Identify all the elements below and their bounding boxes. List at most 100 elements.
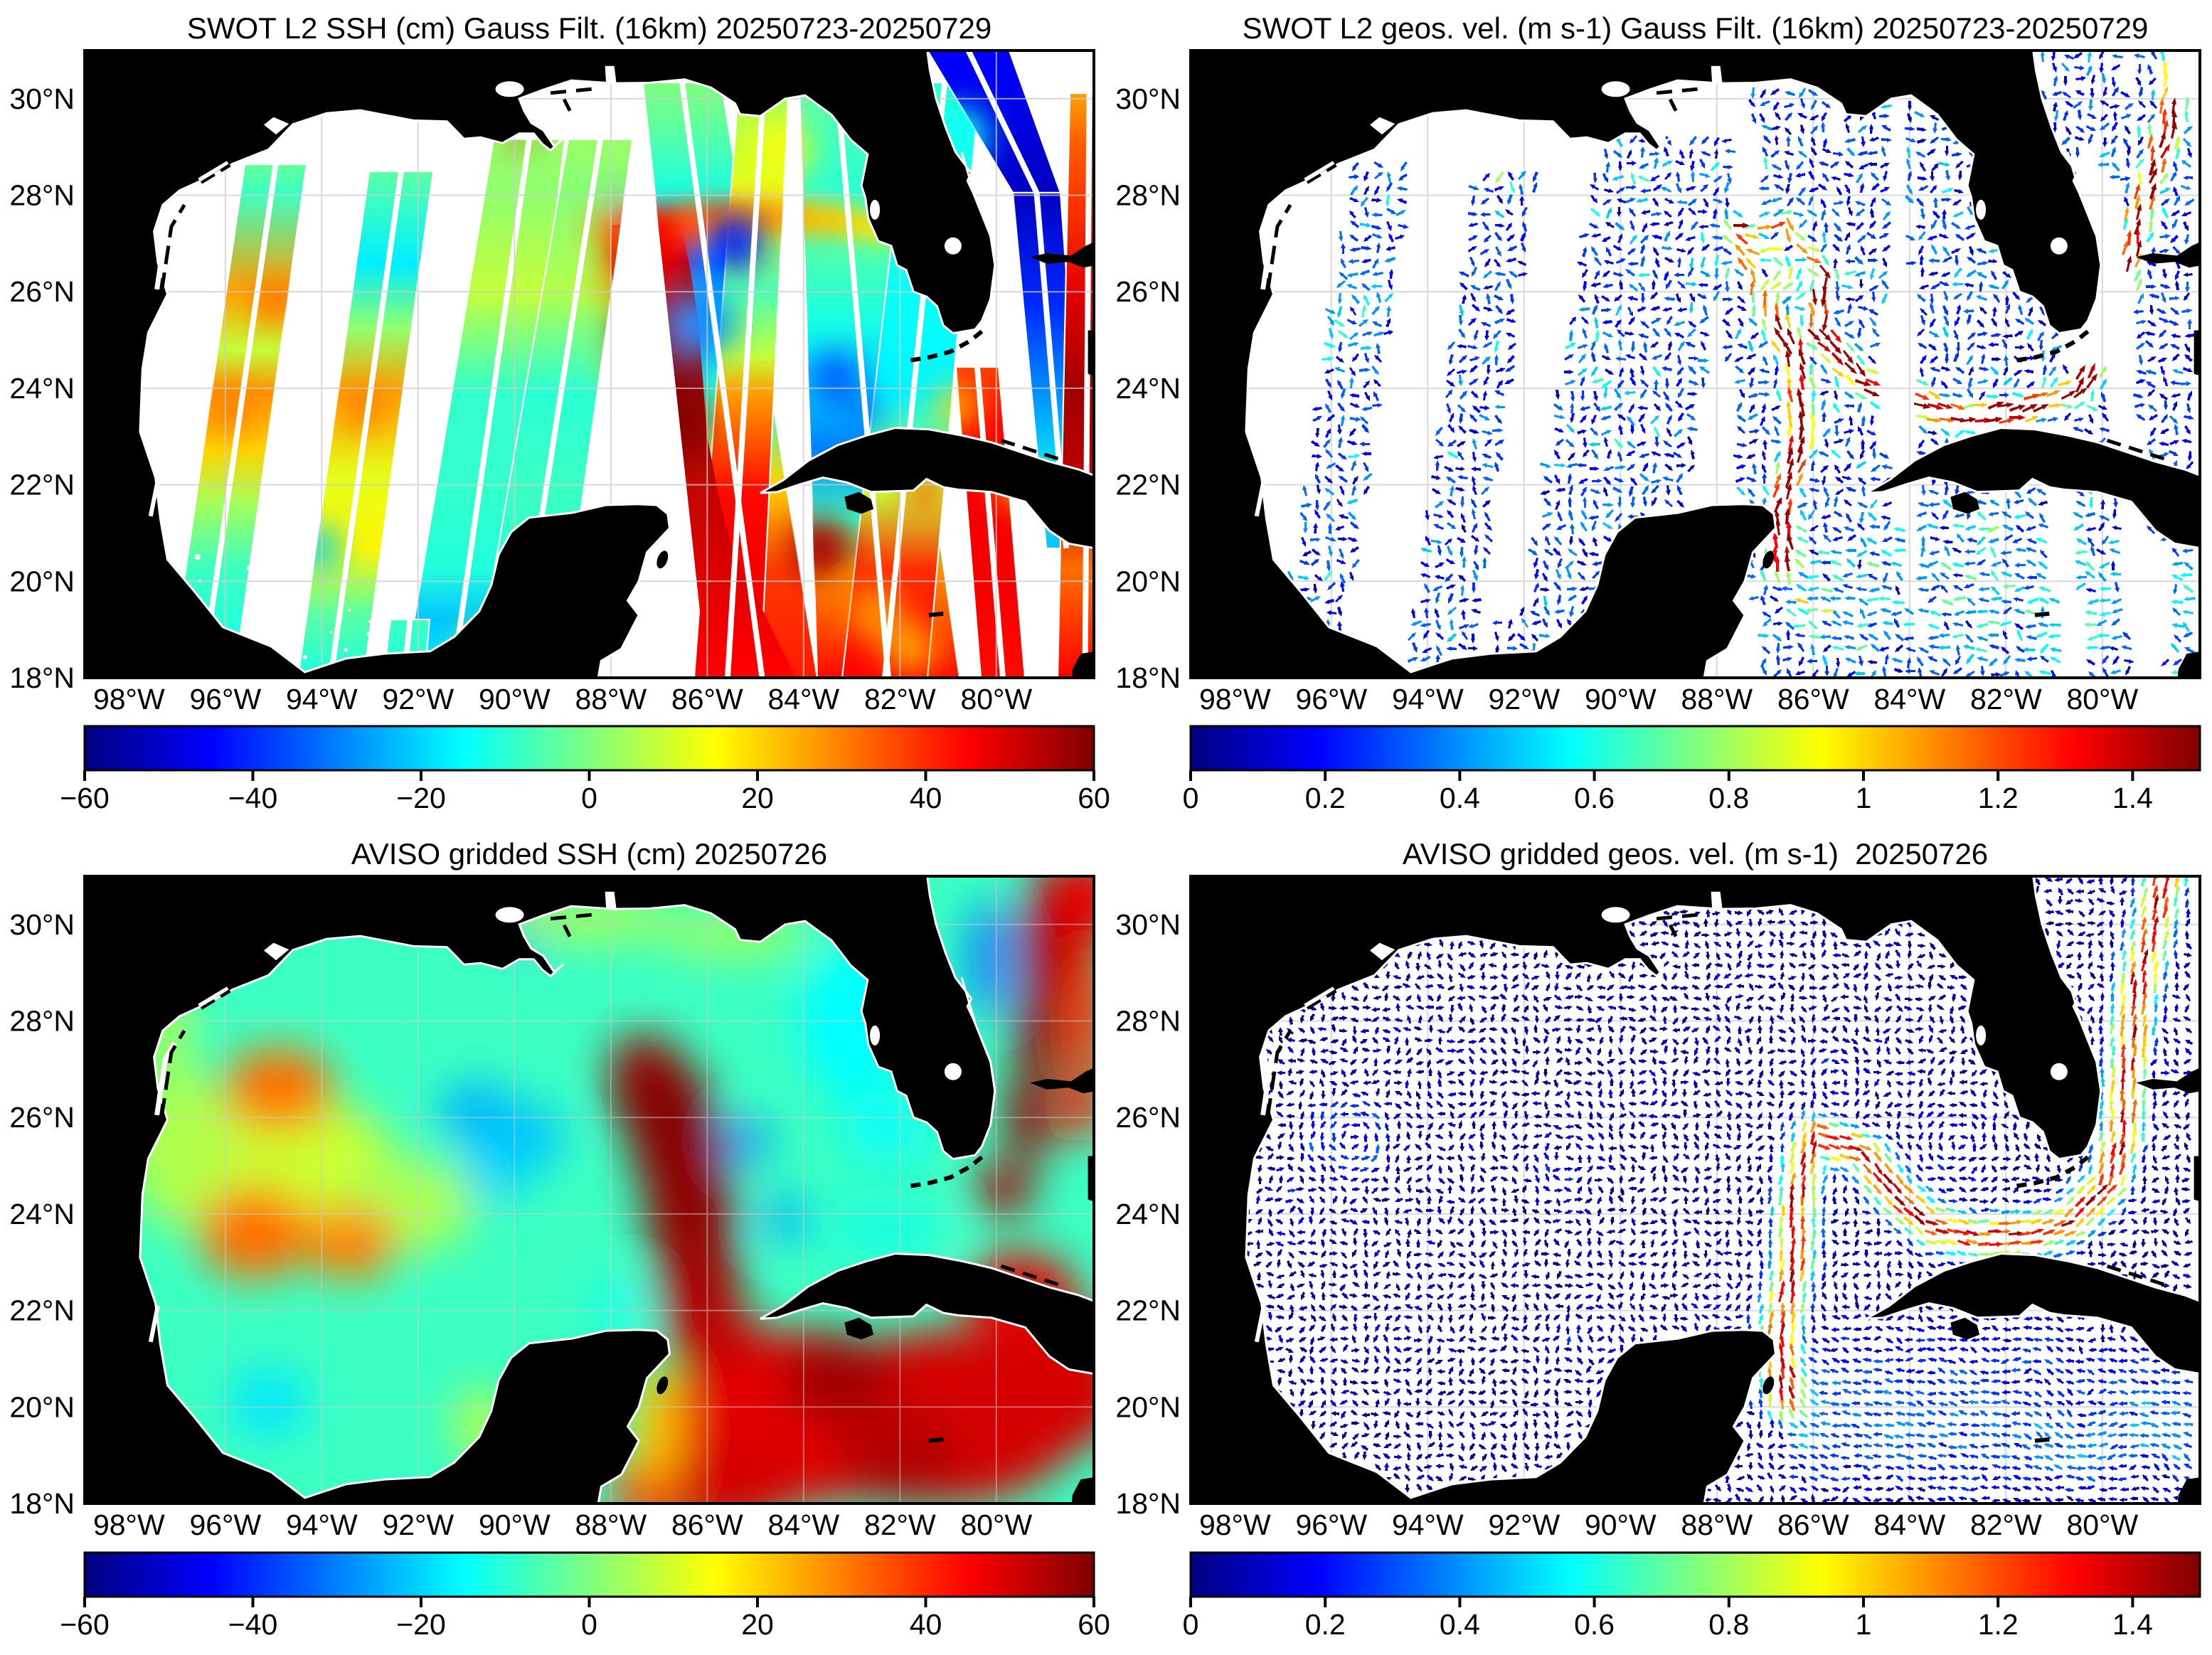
svg-text:96°W: 96°W (1295, 1508, 1367, 1541)
svg-text:98°W: 98°W (1199, 1508, 1271, 1541)
svg-text:0.8: 0.8 (1708, 1608, 1749, 1641)
svg-text:26°N: 26°N (1115, 1101, 1181, 1134)
svg-text:AVISO gridded geos. vel. (m s-: AVISO gridded geos. vel. (m s-1) 2025072… (1403, 837, 1988, 871)
svg-text:28°N: 28°N (9, 1005, 75, 1038)
svg-text:26°N: 26°N (9, 275, 75, 308)
svg-text:84°W: 84°W (767, 683, 839, 715)
svg-text:84°W: 84°W (767, 1508, 839, 1541)
svg-text:0: 0 (1183, 1608, 1199, 1641)
svg-text:24°N: 24°N (1115, 1198, 1181, 1230)
svg-text:90°W: 90°W (479, 1508, 551, 1541)
svg-text:1.2: 1.2 (1978, 1608, 2019, 1641)
svg-text:0.6: 0.6 (1574, 782, 1615, 814)
svg-text:0.2: 0.2 (1305, 782, 1346, 814)
svg-text:30°N: 30°N (1115, 908, 1181, 941)
svg-text:30°N: 30°N (9, 83, 75, 115)
svg-text:80°W: 80°W (960, 1508, 1032, 1541)
svg-text:84°W: 84°W (1873, 683, 1945, 715)
svg-text:96°W: 96°W (189, 683, 261, 715)
svg-text:98°W: 98°W (1199, 683, 1271, 715)
svg-text:80°W: 80°W (960, 683, 1032, 715)
svg-text:98°W: 98°W (93, 1508, 165, 1541)
svg-text:28°N: 28°N (9, 179, 75, 212)
svg-text:82°W: 82°W (864, 1508, 936, 1541)
svg-text:24°N: 24°N (1115, 372, 1181, 405)
svg-text:−40: −40 (228, 1608, 278, 1641)
svg-text:94°W: 94°W (1392, 1508, 1464, 1541)
svg-text:80°W: 80°W (2066, 1508, 2138, 1541)
svg-text:1.4: 1.4 (2112, 782, 2153, 814)
svg-text:AVISO gridded SSH (cm) 2025072: AVISO gridded SSH (cm) 20250726 (351, 837, 827, 871)
svg-text:94°W: 94°W (1392, 683, 1464, 715)
svg-text:92°W: 92°W (1488, 1508, 1560, 1541)
svg-text:24°N: 24°N (9, 372, 75, 405)
svg-text:30°N: 30°N (9, 908, 75, 941)
svg-text:1: 1 (1856, 1608, 1872, 1641)
svg-text:20°N: 20°N (9, 565, 75, 597)
svg-text:30°N: 30°N (1115, 83, 1181, 115)
svg-text:SWOT L2 geos. vel. (m s-1) Gau: SWOT L2 geos. vel. (m s-1) Gauss Filt. (… (1243, 11, 2149, 45)
svg-text:82°W: 82°W (1970, 1508, 2042, 1541)
svg-text:−20: −20 (396, 1608, 446, 1641)
svg-text:0.6: 0.6 (1574, 1608, 1615, 1641)
svg-text:0.2: 0.2 (1305, 1608, 1346, 1641)
svg-text:−20: −20 (396, 782, 446, 814)
svg-text:80°W: 80°W (2066, 683, 2138, 715)
svg-text:88°W: 88°W (575, 683, 647, 715)
svg-text:86°W: 86°W (1777, 683, 1849, 715)
svg-text:18°N: 18°N (1115, 661, 1181, 694)
svg-text:98°W: 98°W (93, 683, 165, 715)
svg-text:20: 20 (741, 1608, 774, 1641)
svg-text:22°N: 22°N (1115, 469, 1181, 501)
svg-text:88°W: 88°W (1681, 683, 1753, 715)
svg-text:90°W: 90°W (479, 683, 551, 715)
svg-text:28°N: 28°N (1115, 179, 1181, 212)
svg-text:40: 40 (910, 782, 942, 814)
svg-text:−60: −60 (60, 1608, 110, 1641)
svg-text:1.2: 1.2 (1978, 782, 2019, 814)
svg-text:92°W: 92°W (382, 683, 454, 715)
svg-text:20°N: 20°N (1115, 1390, 1181, 1423)
svg-text:0: 0 (581, 1608, 597, 1641)
svg-text:24°N: 24°N (9, 1198, 75, 1230)
svg-text:−40: −40 (228, 782, 278, 814)
svg-text:94°W: 94°W (286, 1508, 358, 1541)
svg-text:20°N: 20°N (9, 1390, 75, 1423)
svg-text:26°N: 26°N (9, 1101, 75, 1134)
svg-text:SWOT L2 SSH (cm) Gauss Filt. (: SWOT L2 SSH (cm) Gauss Filt. (16km) 2025… (187, 11, 991, 45)
svg-text:22°N: 22°N (1115, 1294, 1181, 1327)
svg-text:40: 40 (910, 1608, 942, 1641)
svg-text:60: 60 (1078, 1608, 1110, 1641)
svg-text:22°N: 22°N (9, 469, 75, 501)
svg-text:92°W: 92°W (382, 1508, 454, 1541)
svg-text:20°N: 20°N (1115, 565, 1181, 597)
svg-text:0.4: 0.4 (1440, 782, 1480, 814)
svg-text:86°W: 86°W (1777, 1508, 1849, 1541)
svg-text:1: 1 (1856, 782, 1872, 814)
svg-text:86°W: 86°W (671, 683, 743, 715)
svg-text:82°W: 82°W (864, 683, 936, 715)
svg-text:92°W: 92°W (1488, 683, 1560, 715)
svg-text:86°W: 86°W (671, 1508, 743, 1541)
svg-text:22°N: 22°N (9, 1294, 75, 1327)
svg-text:0: 0 (1183, 782, 1199, 814)
svg-text:0.4: 0.4 (1440, 1608, 1480, 1641)
svg-text:96°W: 96°W (189, 1508, 261, 1541)
svg-text:18°N: 18°N (1115, 1487, 1181, 1520)
svg-text:18°N: 18°N (9, 661, 75, 694)
svg-text:82°W: 82°W (1970, 683, 2042, 715)
svg-text:88°W: 88°W (1681, 1508, 1753, 1541)
svg-text:60: 60 (1078, 782, 1110, 814)
svg-text:20: 20 (741, 782, 774, 814)
svg-text:90°W: 90°W (1585, 683, 1657, 715)
svg-text:1.4: 1.4 (2112, 1608, 2153, 1641)
svg-text:26°N: 26°N (1115, 275, 1181, 308)
svg-text:88°W: 88°W (575, 1508, 647, 1541)
svg-text:28°N: 28°N (1115, 1005, 1181, 1038)
svg-text:94°W: 94°W (286, 683, 358, 715)
svg-text:0.8: 0.8 (1708, 782, 1749, 814)
svg-text:96°W: 96°W (1295, 683, 1367, 715)
svg-text:90°W: 90°W (1585, 1508, 1657, 1541)
svg-text:−60: −60 (60, 782, 110, 814)
svg-text:18°N: 18°N (9, 1487, 75, 1520)
